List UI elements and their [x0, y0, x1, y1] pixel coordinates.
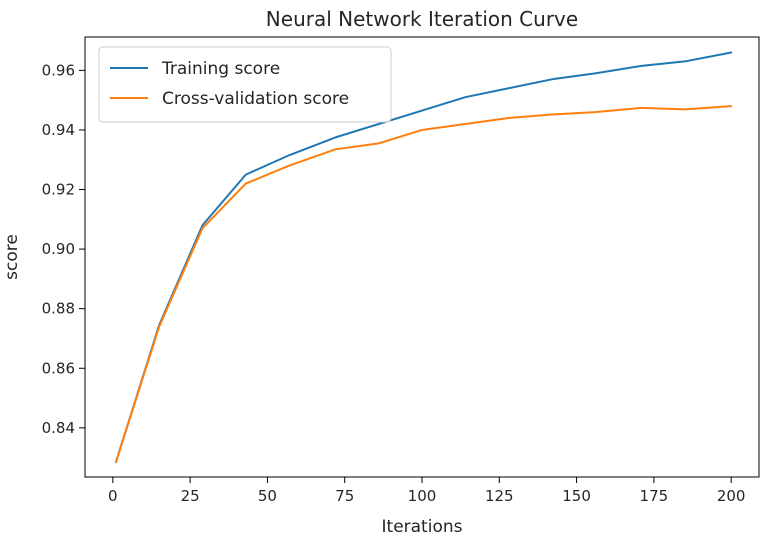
chart-title: Neural Network Iteration Curve	[266, 7, 578, 31]
x-tick-label: 50	[258, 487, 277, 505]
y-axis: 0.84 0.86 0.88 0.90 0.92 0.94 0.96	[42, 61, 85, 437]
legend-entry-label: Cross-validation score	[162, 89, 349, 109]
x-tick-label: 100	[408, 487, 437, 505]
y-tick-label: 0.84	[42, 419, 75, 437]
series-lines	[114, 51, 733, 464]
x-tick-label: 0	[108, 487, 118, 505]
y-tick-label: 0.86	[42, 359, 75, 377]
y-tick-label: 0.94	[42, 121, 75, 139]
x-tick-label: 75	[335, 487, 354, 505]
legend-entry-label: Training score	[161, 59, 280, 79]
x-axis-label: Iterations	[382, 517, 463, 537]
legend: Training score Cross-validation score	[98, 46, 392, 123]
series-line-training	[114, 51, 733, 464]
x-tick-label: 200	[717, 487, 746, 505]
y-axis-label: score	[2, 234, 22, 280]
x-tick-label: 150	[562, 487, 591, 505]
y-tick-label: 0.92	[42, 181, 75, 199]
x-axis: 0 25 50 75 100 125 150 175 200	[108, 477, 745, 505]
y-tick-label: 0.88	[42, 300, 75, 318]
x-tick-label: 175	[640, 487, 669, 505]
x-tick-label: 125	[485, 487, 514, 505]
series-line-cross-validation	[114, 105, 733, 464]
y-tick-label: 0.90	[42, 240, 75, 258]
y-tick-label: 0.96	[42, 61, 75, 79]
x-tick-label: 25	[181, 487, 200, 505]
legend-box	[98, 46, 392, 123]
